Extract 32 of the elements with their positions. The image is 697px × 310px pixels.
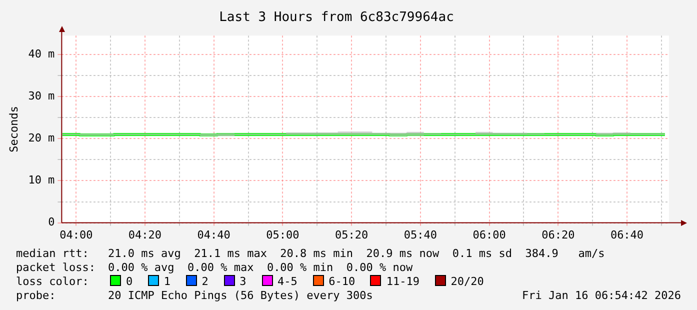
x-tick-label: 06:40 <box>610 228 644 242</box>
text: 4-5 <box>278 275 298 288</box>
y-tick-label: 30 m <box>28 89 56 102</box>
text: 20 ICMP Echo Pings (56 Bytes) every 300s <box>108 289 373 302</box>
text: 3 <box>240 275 248 288</box>
text: 21.0 ms avg 21.1 ms max 20.8 ms min 20.9 ms now 0.1 ms sd 384.9 am/s <box>108 247 605 260</box>
text: packet loss: <box>16 261 96 274</box>
y-tick-label: 10 m <box>28 174 56 187</box>
x-tick-label: 05:40 <box>404 228 437 242</box>
y-tick-label: 40 m <box>28 47 56 60</box>
x-tick-label: 04:40 <box>197 228 230 242</box>
text: 1 <box>164 275 172 288</box>
text: 6-10 <box>328 275 356 288</box>
x-tick-label: 06:20 <box>542 228 575 242</box>
text: median rtt: <box>16 247 90 260</box>
x-tick-label: 06:00 <box>472 228 506 242</box>
legend-label: 0 <box>126 275 134 288</box>
text: 2 <box>202 275 210 288</box>
x-tick-label: 04:20 <box>128 228 162 242</box>
y-axis-title: Seconds <box>7 106 20 152</box>
x-tick-label: 05:00 <box>266 228 300 242</box>
text: 0.00 % avg 0.00 % max 0.00 % min 0.00 % now <box>108 261 413 274</box>
y-tick-label: 20 m <box>28 132 56 145</box>
x-tick-label: 05:20 <box>335 228 368 242</box>
text: 11-19 <box>386 275 420 288</box>
y-tick-label: 0 <box>48 216 55 229</box>
x-tick-label: 04:00 <box>60 228 93 242</box>
chart-title: Last 3 Hours from 6c83c79964ac <box>219 10 454 26</box>
text: 20/20 <box>450 275 485 288</box>
text: probe: <box>16 289 57 302</box>
text: Fri Jan 16 06:54:42 2026 <box>522 289 681 302</box>
text: loss color: <box>16 275 90 288</box>
